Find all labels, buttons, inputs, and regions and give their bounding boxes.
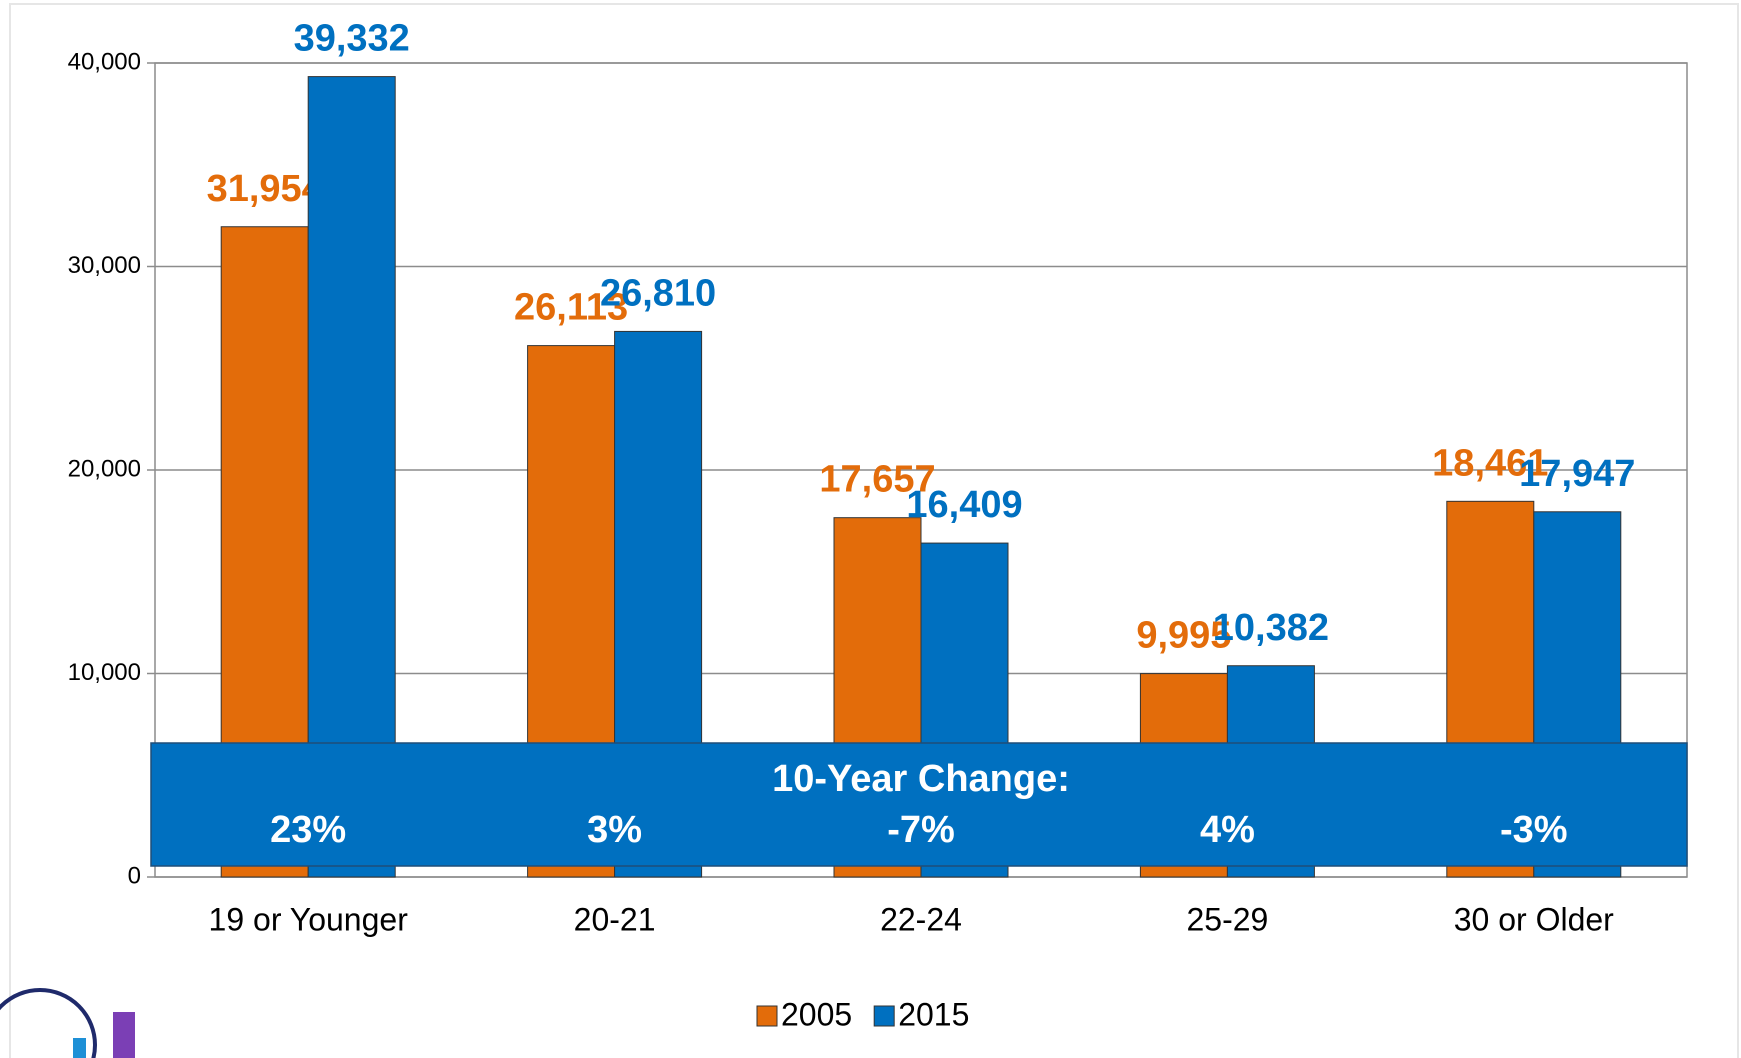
y-tick-label: 10,000 xyxy=(68,659,141,686)
y-tick-label: 0 xyxy=(128,862,141,889)
annotation-box xyxy=(150,742,1688,867)
data-label: 17,657 xyxy=(819,459,935,501)
x-tick-label: 25-29 xyxy=(1186,901,1268,937)
frame xyxy=(9,3,1739,1058)
logo-bar xyxy=(73,1038,86,1058)
logo-bar xyxy=(113,1012,135,1058)
data-label: 18,461 xyxy=(1432,442,1548,484)
annotation-value: 23% xyxy=(270,809,346,851)
data-label: 17,947 xyxy=(1519,453,1635,495)
x-tick-label: 22-24 xyxy=(880,901,962,937)
legend-label: 2015 xyxy=(898,996,969,1032)
x-tick-label: 30 or Older xyxy=(1454,901,1614,937)
legend-label: 2005 xyxy=(781,996,852,1032)
data-label: 26,810 xyxy=(600,272,716,314)
legend-swatch xyxy=(756,1005,778,1027)
x-tick-label: 20-21 xyxy=(574,901,656,937)
annotation-title: 10-Year Change: xyxy=(772,758,1070,800)
logo-circle xyxy=(0,988,97,1058)
annotation-value: 4% xyxy=(1200,809,1255,851)
legend-swatch xyxy=(873,1005,895,1027)
data-label: 26,113 xyxy=(514,287,628,329)
annotation-value: 3% xyxy=(587,809,642,851)
data-label: 10,382 xyxy=(1213,607,1329,649)
annotation-value: -3% xyxy=(1500,809,1568,851)
annotation-value: -7% xyxy=(887,809,955,851)
data-label: 9,995 xyxy=(1136,615,1231,657)
logo xyxy=(0,988,135,1058)
x-tick-label: 19 or Younger xyxy=(209,901,409,937)
y-tick-label: 20,000 xyxy=(68,455,141,482)
y-tick-label: 30,000 xyxy=(68,252,141,279)
data-label: 31,954 xyxy=(207,168,323,210)
data-label: 16,409 xyxy=(906,484,1022,526)
data-label: 39,332 xyxy=(294,18,410,60)
y-tick-label: 40,000 xyxy=(68,48,141,75)
